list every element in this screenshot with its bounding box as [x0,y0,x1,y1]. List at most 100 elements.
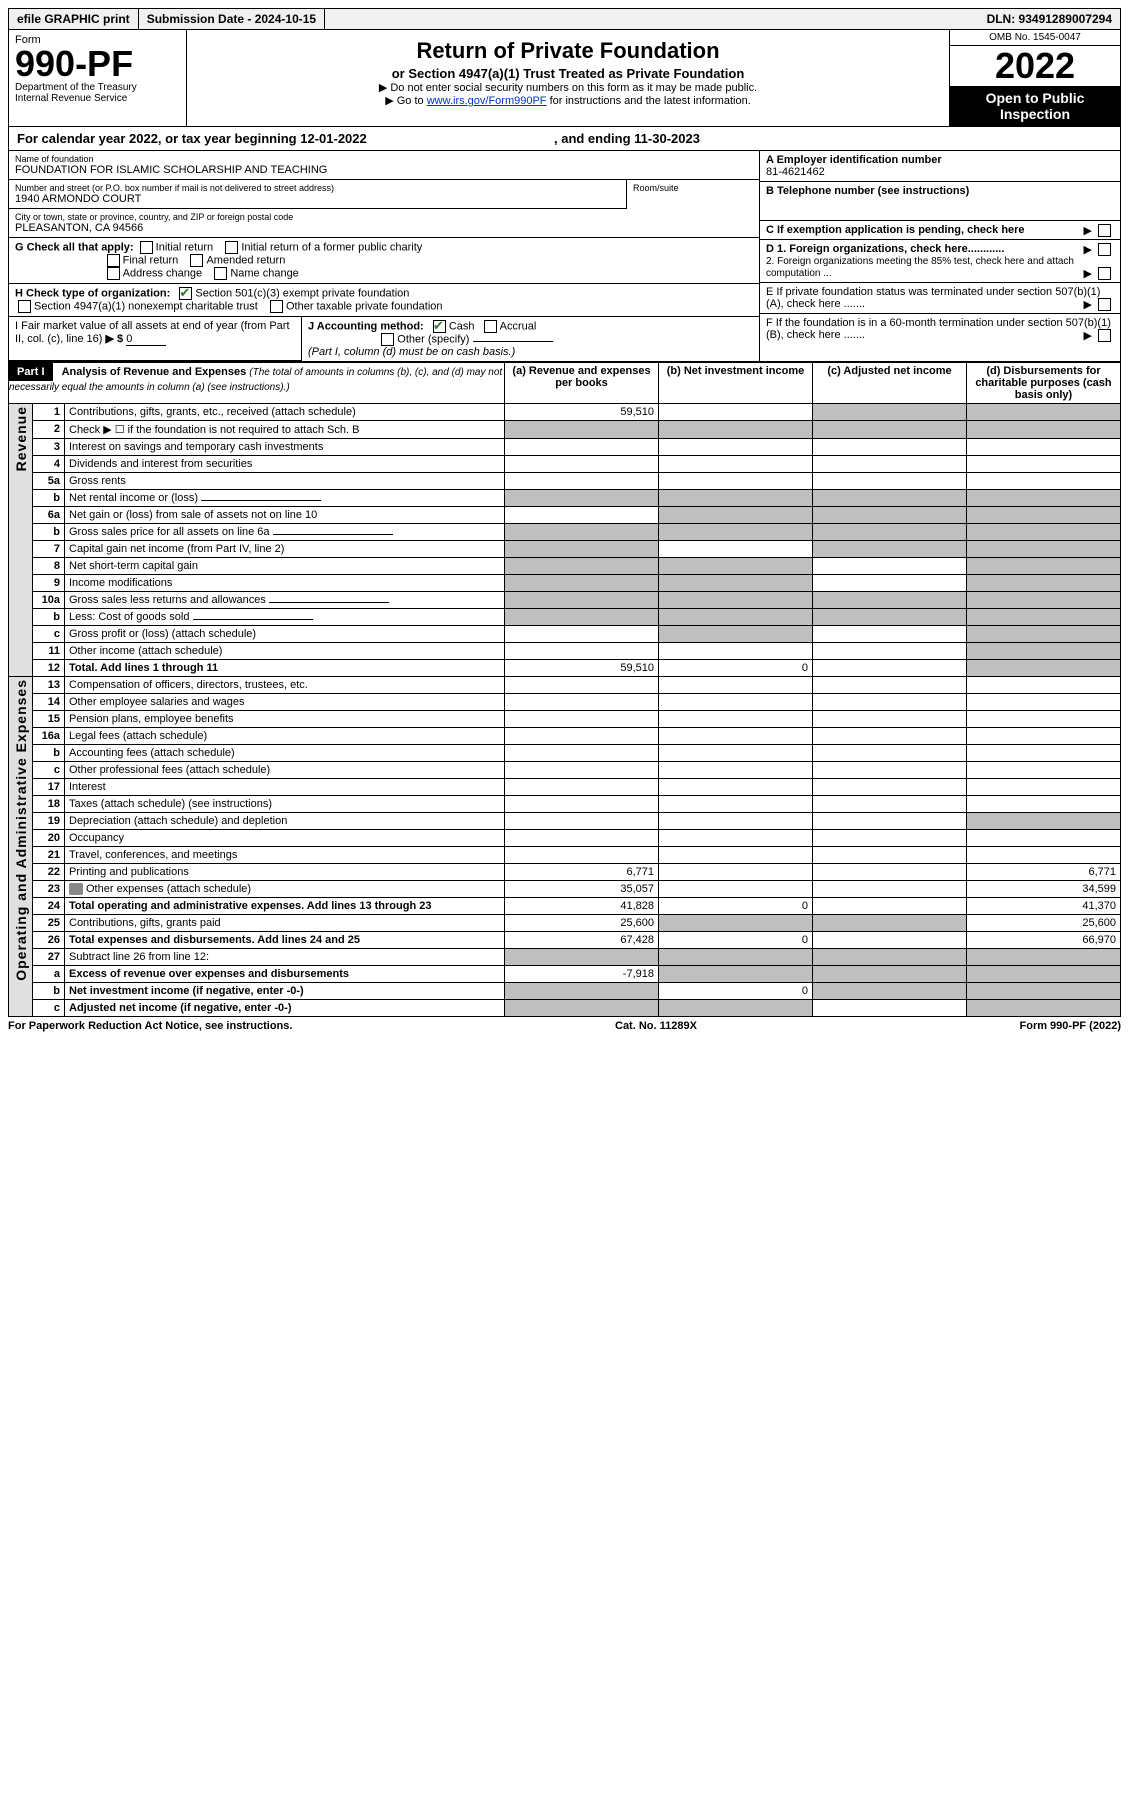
cell-d [966,659,1120,676]
cell-c [812,540,966,557]
cell-c [812,693,966,710]
4947a1-checkbox[interactable] [18,300,31,313]
cell-b [659,999,813,1016]
accrual-checkbox[interactable] [484,320,497,333]
row-number: b [33,982,65,999]
h-opt-1: Section 501(c)(3) exempt private foundat… [195,287,409,299]
cell-d [966,710,1120,727]
cell-b [659,795,813,812]
city: PLEASANTON, CA 94566 [15,222,753,234]
cell-a [505,591,659,608]
g-opt-1: Initial return of a former public charit… [241,241,422,253]
row-number: 26 [33,931,65,948]
h-opt-2: Section 4947(a)(1) nonexempt charitable … [34,300,258,312]
table-row: bAccounting fees (attach schedule) [9,744,1121,761]
cell-c [812,863,966,880]
row-label: Adjusted net income (if negative, enter … [65,999,505,1016]
col-d-header: (d) Disbursements for charitable purpose… [966,362,1120,403]
room-label: Room/suite [633,183,753,193]
cell-d [966,642,1120,659]
cell-b [659,727,813,744]
cell-c [812,914,966,931]
cell-d [966,778,1120,795]
ein: 81-4621462 [766,166,825,178]
d2-checkbox[interactable] [1098,267,1111,280]
j-note: (Part I, column (d) must be on cash basi… [308,346,515,358]
cell-c [812,523,966,540]
cell-c [812,506,966,523]
row-label: Interest on savings and temporary cash i… [65,438,505,455]
col-a-header: (a) Revenue and expenses per books [505,362,659,403]
cell-c [812,591,966,608]
cell-d [966,455,1120,472]
cell-b [659,710,813,727]
row-number: 21 [33,846,65,863]
table-row: bNet rental income or (loss) [9,489,1121,506]
f-checkbox[interactable] [1098,329,1111,342]
cell-d [966,693,1120,710]
instr-2: ▶ Go to www.irs.gov/Form990PF for instru… [197,94,939,107]
other-method-checkbox[interactable] [381,333,394,346]
row-label: Total operating and administrative expen… [65,897,505,914]
c-label: C If exemption application is pending, c… [766,224,1025,236]
row-label: Gross sales price for all assets on line… [65,523,505,540]
row-label: Other professional fees (attach schedule… [65,761,505,778]
row-label: Legal fees (attach schedule) [65,727,505,744]
cell-c [812,455,966,472]
cell-d [966,403,1120,420]
row-label: Net short-term capital gain [65,557,505,574]
table-row: 12Total. Add lines 1 through 1159,5100 [9,659,1121,676]
g-opt-5: Name change [230,267,299,279]
cell-d [966,523,1120,540]
c-checkbox[interactable] [1098,224,1111,237]
form990pf-link[interactable]: www.irs.gov/Form990PF [427,95,547,107]
table-row: 17Interest [9,778,1121,795]
cell-d [966,812,1120,829]
address-change-checkbox[interactable] [107,267,120,280]
amended-return-checkbox[interactable] [190,254,203,267]
initial-former-checkbox[interactable] [225,241,238,254]
cell-c [812,795,966,812]
cell-a [505,420,659,438]
table-row: Revenue1Contributions, gifts, grants, et… [9,403,1121,420]
row-number: a [33,965,65,982]
row-label: Other employee salaries and wages [65,693,505,710]
row-label: Dividends and interest from securities [65,455,505,472]
cell-a: 59,510 [505,659,659,676]
cal-mid: , and ending [554,131,634,146]
initial-return-checkbox[interactable] [140,241,153,254]
row-label: Check ▶ ☐ if the foundation is not requi… [65,420,505,438]
cell-d [966,489,1120,506]
table-row: 21Travel, conferences, and meetings [9,846,1121,863]
cell-b: 0 [659,982,813,999]
cell-d [966,472,1120,489]
cell-d [966,795,1120,812]
row-label: Excess of revenue over expenses and disb… [65,965,505,982]
other-taxable-checkbox[interactable] [270,300,283,313]
cash-checkbox[interactable] [433,320,446,333]
f-cell: F If the foundation is in a 60-month ter… [760,314,1120,344]
cell-c [812,676,966,693]
e-checkbox[interactable] [1098,298,1111,311]
attachment-icon[interactable] [69,883,83,895]
final-return-checkbox[interactable] [107,254,120,267]
cell-a: 59,510 [505,403,659,420]
omb-number: OMB No. 1545-0047 [950,30,1120,46]
efile-label: efile GRAPHIC print [9,9,139,29]
j-accrual: Accrual [500,320,537,332]
row-label: Net gain or (loss) from sale of assets n… [65,506,505,523]
cell-a: -7,918 [505,965,659,982]
name-change-checkbox[interactable] [214,267,227,280]
cell-a [505,625,659,642]
cell-a [505,489,659,506]
cell-a [505,642,659,659]
table-row: Operating and Administrative Expenses13C… [9,676,1121,693]
cell-a [505,608,659,625]
j-cash: Cash [449,320,475,332]
d1-checkbox[interactable] [1098,243,1111,256]
g-row: G Check all that apply: Initial return I… [9,238,759,284]
form-number: 990-PF [15,46,180,82]
d1-label: D 1. Foreign organizations, check here..… [766,243,1004,255]
501c3-checkbox[interactable] [179,287,192,300]
address: 1940 ARMONDO COURT [15,193,620,205]
